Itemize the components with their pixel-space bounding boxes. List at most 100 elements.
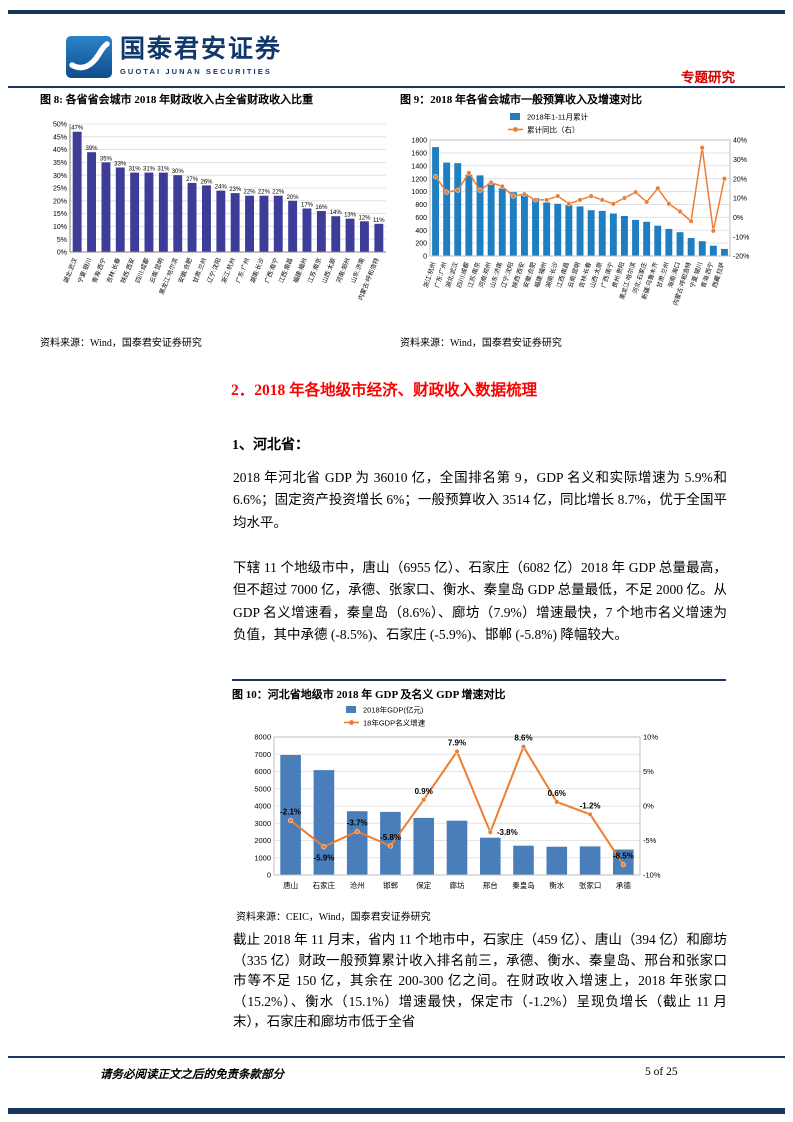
svg-text:宁夏:银川: 宁夏:银川 <box>76 257 93 285</box>
figure8-bar-chart: 0% 5% 10% 15% 20% 25% 30% 35% 40% 45% 50% 47% 39% 35%… <box>40 110 392 337</box>
figure8-source: 资料来源：Wind，国泰君安证券研究 <box>40 338 202 349</box>
svg-text:1400: 1400 <box>411 163 427 170</box>
svg-text:0%: 0% <box>57 250 67 257</box>
svg-text:50%: 50% <box>53 122 67 129</box>
svg-text:邢台: 邢台 <box>483 880 498 890</box>
svg-text:17%: 17% <box>301 203 314 209</box>
figure10-source: 资料来源：CEIC，Wind，国泰君安证券研究 <box>236 912 431 923</box>
svg-text:辽宁:沈阳: 辽宁:沈阳 <box>205 257 222 285</box>
svg-text:-3.7%: -3.7% <box>347 819 368 828</box>
svg-text:0: 0 <box>423 254 427 261</box>
svg-text:1000: 1000 <box>254 853 271 862</box>
svg-text:31%: 31% <box>129 167 142 173</box>
body-paragraph-1: 2018 年河北省 GDP 为 36010 亿，全国排名第 9，GDP 名义和实… <box>233 470 727 530</box>
svg-text:7.9%: 7.9% <box>448 739 466 748</box>
logo-icon <box>66 36 112 78</box>
svg-text:0: 0 <box>267 871 271 880</box>
svg-text:江苏:南京: 江苏:南京 <box>306 257 323 285</box>
svg-text:4000: 4000 <box>254 802 271 811</box>
svg-text:400: 400 <box>415 228 427 235</box>
svg-text:1000: 1000 <box>411 189 427 196</box>
svg-text:23%: 23% <box>229 187 242 193</box>
svg-text:河南:郑州: 河南:郑州 <box>335 257 352 285</box>
svg-text:吉林:长春: 吉林:长春 <box>105 257 122 285</box>
svg-text:-10%: -10% <box>643 871 661 880</box>
svg-text:3000: 3000 <box>254 819 271 828</box>
svg-text:2018年1-11月累计: 2018年1-11月累计 <box>527 112 589 122</box>
svg-text:33%: 33% <box>114 162 127 168</box>
svg-text:22%: 22% <box>272 190 285 196</box>
svg-text:35%: 35% <box>100 156 113 162</box>
svg-text:40%: 40% <box>733 138 747 145</box>
logo-text-block: 国泰君安证券 GUOTAI JUNAN SECURITIES <box>120 36 282 76</box>
svg-text:-5%: -5% <box>643 836 657 845</box>
svg-text:0%: 0% <box>733 215 743 222</box>
svg-text:8000: 8000 <box>254 733 271 742</box>
svg-text:10%: 10% <box>643 733 658 742</box>
svg-text:0%: 0% <box>643 802 654 811</box>
svg-text:22%: 22% <box>258 190 271 196</box>
svg-text:5000: 5000 <box>254 784 271 793</box>
logo-title: 国泰君安证券 <box>120 36 283 63</box>
svg-text:1800: 1800 <box>411 138 427 145</box>
svg-text:13%: 13% <box>344 213 357 219</box>
svg-text:39%: 39% <box>85 146 98 152</box>
svg-text:47%: 47% <box>71 126 84 132</box>
header-rule <box>8 86 785 88</box>
svg-text:0.6%: 0.6% <box>548 789 566 798</box>
svg-text:11%: 11% <box>373 218 385 224</box>
svg-text:2018年GDP(亿元): 2018年GDP(亿元) <box>363 705 424 715</box>
svg-text:石家庄: 石家庄 <box>313 880 336 890</box>
body-paragraph-3: 截止 2018 年 11 月末，省内 11 个地市中，石家庄（459 亿）、唐山… <box>233 932 727 1030</box>
svg-text:10%: 10% <box>733 196 747 203</box>
svg-text:江西:南昌: 江西:南昌 <box>277 257 294 285</box>
svg-text:-20%: -20% <box>733 254 749 261</box>
svg-text:20%: 20% <box>287 195 300 201</box>
figure10-title: 图 10：河北省地级市 2018 年 GDP 及名义 GDP 增速对比 <box>232 679 726 702</box>
svg-text:-1.2%: -1.2% <box>580 801 601 810</box>
svg-text:22%: 22% <box>243 190 256 196</box>
svg-text:15%: 15% <box>53 211 67 218</box>
top-rule <box>8 10 785 14</box>
svg-text:30%: 30% <box>53 173 67 180</box>
svg-text:-8.5%: -8.5% <box>613 852 634 861</box>
figure9-title: 图 9：2018 年各省会城市一般预算收入及增速对比 <box>400 94 642 106</box>
svg-text:12%: 12% <box>358 215 371 221</box>
svg-text:衡水: 衡水 <box>549 880 564 890</box>
svg-text:-5.9%: -5.9% <box>313 854 334 863</box>
svg-text:1600: 1600 <box>411 150 427 157</box>
svg-text:-3.8%: -3.8% <box>497 828 518 837</box>
svg-text:广东:广州: 广东:广州 <box>234 257 251 285</box>
svg-text:45%: 45% <box>53 134 67 141</box>
svg-text:青海:西宁: 青海:西宁 <box>90 257 107 285</box>
svg-text:沧州: 沧州 <box>350 880 365 890</box>
svg-text:27%: 27% <box>186 177 199 183</box>
svg-text:云南:昆明: 云南:昆明 <box>148 257 165 285</box>
body-paragraph-2: 下辖 11 个地级市中，唐山（6955 亿）、石家庄（6082 亿）2018 年… <box>233 560 727 643</box>
svg-text:陕西:西安: 陕西:西安 <box>119 257 136 285</box>
svg-text:31%: 31% <box>157 167 170 173</box>
svg-text:26%: 26% <box>200 179 213 185</box>
page-number: 5 of 25 <box>645 1066 678 1078</box>
svg-text:-10%: -10% <box>733 234 749 241</box>
svg-text:24%: 24% <box>215 185 228 191</box>
svg-text:20%: 20% <box>53 198 67 205</box>
figure9-source: 资料来源：Wind，国泰君安证券研究 <box>400 338 562 349</box>
svg-text:湖南:长沙: 湖南:长沙 <box>248 257 265 285</box>
figure10-bar-line-chart: 0 1000 2000 3000 4000 5000 6000 7000 8000 -10% -5%… <box>236 703 674 908</box>
svg-text:累计同比（右）: 累计同比（右） <box>527 125 580 135</box>
svg-text:7000: 7000 <box>254 750 271 759</box>
svg-text:-5.8%: -5.8% <box>380 833 401 842</box>
svg-text:邯郸: 邯郸 <box>383 880 398 890</box>
svg-text:31%: 31% <box>143 167 156 173</box>
footer-disclaimer: 请务必阅读正文之后的免责条款部分 <box>100 1069 284 1081</box>
svg-text:5%: 5% <box>643 767 654 776</box>
svg-text:600: 600 <box>415 215 427 222</box>
svg-text:安徽:合肥: 安徽:合肥 <box>177 257 194 285</box>
svg-text:8.6%: 8.6% <box>514 734 532 743</box>
svg-text:唐山: 唐山 <box>283 880 298 890</box>
svg-text:6000: 6000 <box>254 767 271 776</box>
svg-text:10%: 10% <box>53 224 67 231</box>
svg-text:35%: 35% <box>53 160 67 167</box>
